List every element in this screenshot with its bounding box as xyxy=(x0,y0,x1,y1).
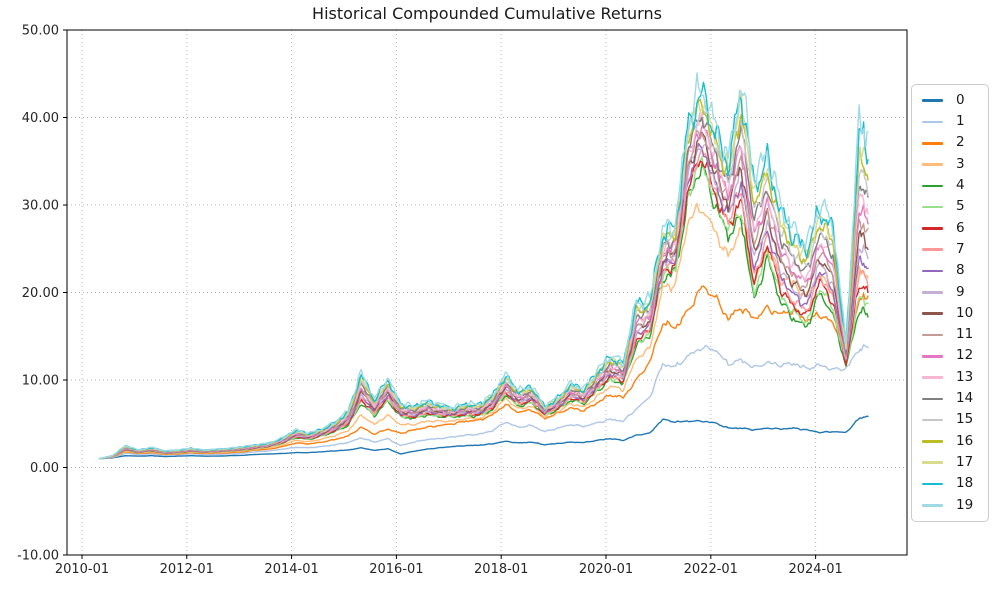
y-tick-label: 30.00 xyxy=(22,199,59,214)
y-tick-label: 10.00 xyxy=(22,374,59,389)
legend-label: 8 xyxy=(956,262,965,279)
legend-line-swatch xyxy=(922,333,943,337)
legend-line-swatch xyxy=(922,248,943,252)
legend-label: 12 xyxy=(956,347,974,364)
x-tick-label: 2024-01 xyxy=(788,562,842,577)
legend-label: 16 xyxy=(956,432,974,449)
legend-item-13: 13 xyxy=(922,367,988,388)
legend-line-swatch xyxy=(922,354,943,358)
legend-item-6: 6 xyxy=(922,218,988,239)
legend-label: 19 xyxy=(956,496,974,513)
legend-item-2: 2 xyxy=(922,133,988,154)
legend-line-swatch xyxy=(922,503,943,507)
legend-line-swatch xyxy=(922,163,943,166)
legend-label: 4 xyxy=(956,177,965,194)
x-tick-label: 2020-01 xyxy=(579,562,633,577)
y-tick-label: -10.00 xyxy=(17,549,59,564)
legend-item-11: 11 xyxy=(922,324,988,345)
legend-line-swatch xyxy=(922,141,943,145)
legend-item-7: 7 xyxy=(922,239,988,260)
legend-line-swatch xyxy=(922,397,943,401)
legend-item-19: 19 xyxy=(922,495,988,516)
legend-label: 1 xyxy=(956,113,965,130)
legend-label: 14 xyxy=(956,390,974,407)
legend-line-swatch xyxy=(922,482,943,486)
legend-label: 5 xyxy=(956,198,965,215)
legend-item-15: 15 xyxy=(922,409,988,430)
series-line-8 xyxy=(98,142,869,460)
legend-item-0: 0 xyxy=(922,90,988,111)
axes: 2010-01 2012-01 2014-01 2016-01 2018-01 2020-… xyxy=(17,24,908,577)
x-tick-label: 2016-01 xyxy=(369,562,423,577)
legend-label: 18 xyxy=(956,475,974,492)
legend-line-swatch xyxy=(922,291,943,294)
legend-label: 11 xyxy=(956,326,974,343)
legend-item-5: 5 xyxy=(922,196,988,217)
series-line-0 xyxy=(98,415,869,460)
legend-label: 9 xyxy=(956,283,965,300)
x-tick-label: 2010-01 xyxy=(55,562,109,577)
x-tick-label: 2014-01 xyxy=(264,562,318,577)
legend-item-3: 3 xyxy=(922,154,988,175)
legend-line-swatch xyxy=(922,440,943,443)
legend-line-swatch xyxy=(922,184,943,188)
y-tick-label: 0.00 xyxy=(30,461,59,476)
legend-item-16: 16 xyxy=(922,431,988,452)
legend-line-swatch xyxy=(922,269,943,273)
legend-line-swatch xyxy=(922,120,943,124)
legend-label: 10 xyxy=(956,304,974,321)
legend-item-4: 4 xyxy=(922,175,988,196)
series-line-10 xyxy=(98,131,869,460)
legend-label: 2 xyxy=(956,134,965,151)
chart-title: Historical Compounded Cumulative Returns xyxy=(312,4,662,23)
y-tick-label: 50.00 xyxy=(22,24,59,39)
legend-label: 0 xyxy=(956,91,965,108)
legend-label: 3 xyxy=(956,155,965,172)
x-tick-label: 2018-01 xyxy=(474,562,528,577)
legend-item-1: 1 xyxy=(922,111,988,132)
series-line-1 xyxy=(98,344,869,460)
legend-label: 17 xyxy=(956,453,974,470)
legend-line-swatch xyxy=(922,205,943,209)
legend-item-14: 14 xyxy=(922,388,988,409)
legend-label: 7 xyxy=(956,240,965,257)
legend-box: 0 1 2 3 4 5 6 7 8 9 10 11 12 13 14 15 16 17 18 19 xyxy=(911,84,989,522)
legend-item-17: 17 xyxy=(922,452,988,473)
legend-item-12: 12 xyxy=(922,346,988,367)
legend-line-swatch xyxy=(922,99,943,102)
legend-line-swatch xyxy=(922,376,943,379)
series-line-2 xyxy=(98,285,869,460)
legend-item-10: 10 xyxy=(922,303,988,324)
x-tick-label: 2012-01 xyxy=(160,562,214,577)
legend-item-9: 9 xyxy=(922,282,988,303)
x-tick-label: 2022-01 xyxy=(684,562,738,577)
series-line-11 xyxy=(98,129,869,460)
series-line-19 xyxy=(98,72,869,460)
series-lines xyxy=(98,72,869,460)
legend-line-swatch xyxy=(922,418,943,422)
legend-label: 15 xyxy=(956,411,974,428)
legend-item-18: 18 xyxy=(922,473,988,494)
y-tick-label: 40.00 xyxy=(22,111,59,126)
legend-line-swatch xyxy=(922,312,943,315)
legend-label: 6 xyxy=(956,219,965,236)
y-tick-label: 20.00 xyxy=(22,286,59,301)
legend-line-swatch xyxy=(922,461,943,464)
legend-item-8: 8 xyxy=(922,260,988,281)
legend-line-swatch xyxy=(922,227,943,230)
legend-label: 13 xyxy=(956,368,974,385)
